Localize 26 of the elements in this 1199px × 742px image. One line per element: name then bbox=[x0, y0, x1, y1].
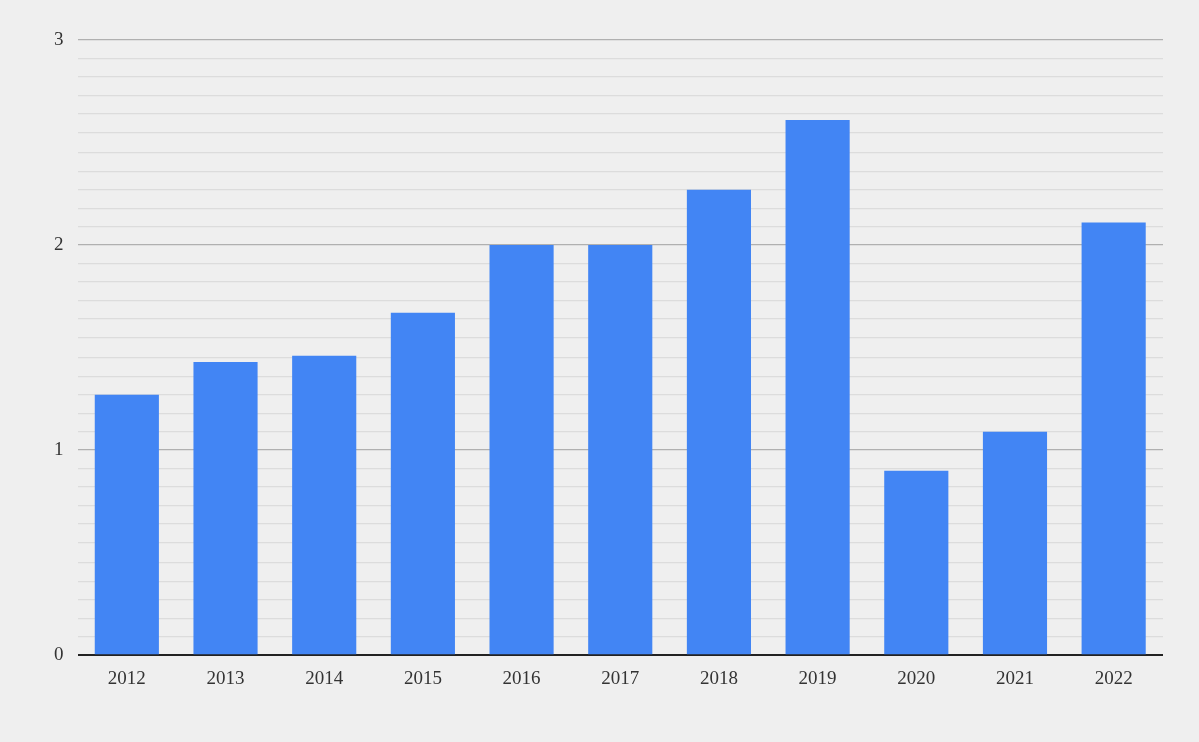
x-tick-label: 2017 bbox=[601, 666, 640, 688]
bar bbox=[982, 431, 1048, 655]
bar bbox=[785, 119, 850, 655]
x-tick-label: 2012 bbox=[107, 666, 146, 688]
bar bbox=[489, 245, 554, 655]
x-tick-label: 2016 bbox=[502, 666, 541, 688]
bar bbox=[588, 245, 653, 655]
y-tick-label: 3 bbox=[54, 27, 64, 49]
x-tick-label: 2014 bbox=[305, 666, 344, 688]
bar bbox=[1081, 222, 1146, 655]
y-tick-label: 1 bbox=[54, 438, 64, 460]
x-tick-label: 2022 bbox=[1094, 666, 1133, 688]
bar bbox=[193, 361, 258, 655]
bar bbox=[884, 470, 949, 655]
x-tick-label: 2021 bbox=[995, 666, 1034, 688]
x-tick-label: 2018 bbox=[699, 666, 738, 688]
x-tick-label: 2020 bbox=[897, 666, 936, 688]
bar bbox=[292, 355, 357, 655]
bar bbox=[686, 189, 751, 655]
bar bbox=[390, 312, 455, 655]
bar bbox=[94, 394, 159, 655]
x-tick-label: 2019 bbox=[798, 666, 837, 688]
y-tick-label: 0 bbox=[54, 643, 64, 665]
x-tick-label: 2015 bbox=[403, 666, 442, 688]
y-tick-label: 2 bbox=[54, 233, 64, 255]
x-tick-label: 2013 bbox=[206, 666, 245, 688]
